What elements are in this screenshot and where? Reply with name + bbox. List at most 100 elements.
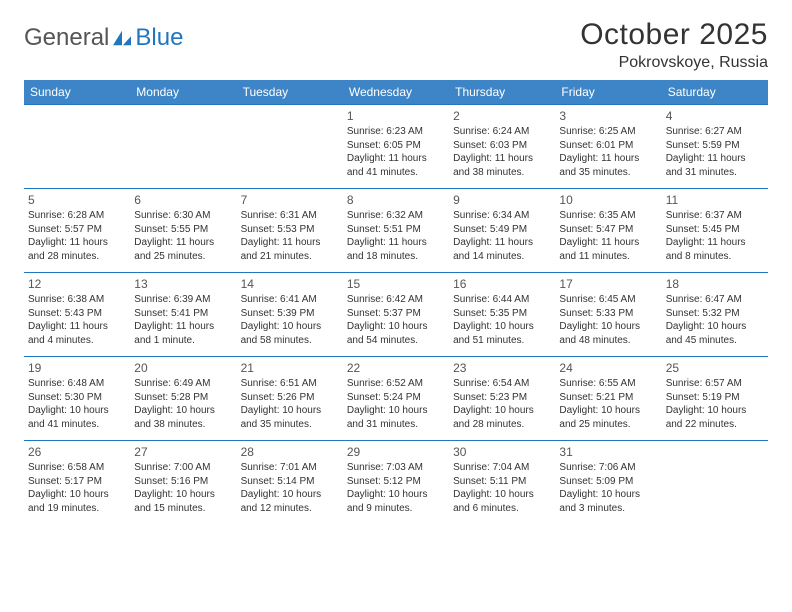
calendar-body: 1Sunrise: 6:23 AMSunset: 6:05 PMDaylight… — [24, 105, 768, 525]
sunset-text: Sunset: 5:53 PM — [241, 223, 339, 237]
calendar-day-cell: 29Sunrise: 7:03 AMSunset: 5:12 PMDayligh… — [343, 441, 449, 525]
weekday-header-row: Sunday Monday Tuesday Wednesday Thursday… — [24, 80, 768, 105]
daylight-text: Daylight: 10 hours and 58 minutes. — [241, 320, 339, 347]
calendar-day-cell: 19Sunrise: 6:48 AMSunset: 5:30 PMDayligh… — [24, 357, 130, 441]
calendar-day-cell: 31Sunrise: 7:06 AMSunset: 5:09 PMDayligh… — [555, 441, 661, 525]
sunrise-text: Sunrise: 6:31 AM — [241, 209, 339, 223]
sunrise-text: Sunrise: 6:27 AM — [666, 125, 764, 139]
daylight-text: Daylight: 10 hours and 12 minutes. — [241, 488, 339, 515]
logo-text-general: General — [24, 24, 109, 52]
sunrise-text: Sunrise: 6:45 AM — [559, 293, 657, 307]
sunrise-text: Sunrise: 7:04 AM — [453, 461, 551, 475]
day-number: 19 — [28, 360, 126, 376]
sunset-text: Sunset: 5:51 PM — [347, 223, 445, 237]
sunset-text: Sunset: 5:16 PM — [134, 475, 232, 489]
weekday-header: Sunday — [24, 80, 130, 105]
daylight-text: Daylight: 11 hours and 8 minutes. — [666, 236, 764, 263]
day-number: 28 — [241, 444, 339, 460]
day-number: 26 — [28, 444, 126, 460]
calendar-day-cell: 24Sunrise: 6:55 AMSunset: 5:21 PMDayligh… — [555, 357, 661, 441]
day-number: 20 — [134, 360, 232, 376]
sunset-text: Sunset: 5:09 PM — [559, 475, 657, 489]
day-number: 16 — [453, 276, 551, 292]
day-number: 25 — [666, 360, 764, 376]
daylight-text: Daylight: 11 hours and 41 minutes. — [347, 152, 445, 179]
daylight-text: Daylight: 10 hours and 22 minutes. — [666, 404, 764, 431]
calendar-day-cell: 1Sunrise: 6:23 AMSunset: 6:05 PMDaylight… — [343, 105, 449, 189]
day-number: 24 — [559, 360, 657, 376]
sunrise-text: Sunrise: 6:28 AM — [28, 209, 126, 223]
sunset-text: Sunset: 5:33 PM — [559, 307, 657, 321]
calendar-day-cell: 8Sunrise: 6:32 AMSunset: 5:51 PMDaylight… — [343, 189, 449, 273]
calendar-day-cell: 20Sunrise: 6:49 AMSunset: 5:28 PMDayligh… — [130, 357, 236, 441]
day-number: 22 — [347, 360, 445, 376]
logo-text-blue: Blue — [135, 24, 183, 52]
daylight-text: Daylight: 11 hours and 21 minutes. — [241, 236, 339, 263]
calendar-day-cell: 15Sunrise: 6:42 AMSunset: 5:37 PMDayligh… — [343, 273, 449, 357]
calendar-day-cell: 30Sunrise: 7:04 AMSunset: 5:11 PMDayligh… — [449, 441, 555, 525]
day-number: 7 — [241, 192, 339, 208]
calendar-day-cell: 22Sunrise: 6:52 AMSunset: 5:24 PMDayligh… — [343, 357, 449, 441]
calendar-day-cell — [662, 441, 768, 525]
sunset-text: Sunset: 6:03 PM — [453, 139, 551, 153]
weekday-header: Thursday — [449, 80, 555, 105]
day-number: 2 — [453, 108, 551, 124]
daylight-text: Daylight: 11 hours and 4 minutes. — [28, 320, 126, 347]
day-number: 13 — [134, 276, 232, 292]
sunset-text: Sunset: 5:49 PM — [453, 223, 551, 237]
logo-sail-icon — [111, 29, 133, 47]
day-number: 6 — [134, 192, 232, 208]
day-number: 12 — [28, 276, 126, 292]
daylight-text: Daylight: 11 hours and 38 minutes. — [453, 152, 551, 179]
daylight-text: Daylight: 10 hours and 3 minutes. — [559, 488, 657, 515]
calendar-day-cell: 13Sunrise: 6:39 AMSunset: 5:41 PMDayligh… — [130, 273, 236, 357]
sunset-text: Sunset: 5:55 PM — [134, 223, 232, 237]
calendar-day-cell — [237, 105, 343, 189]
sunset-text: Sunset: 5:23 PM — [453, 391, 551, 405]
calendar-day-cell: 2Sunrise: 6:24 AMSunset: 6:03 PMDaylight… — [449, 105, 555, 189]
sunrise-text: Sunrise: 6:42 AM — [347, 293, 445, 307]
sunrise-text: Sunrise: 6:34 AM — [453, 209, 551, 223]
day-number: 9 — [453, 192, 551, 208]
weekday-header: Monday — [130, 80, 236, 105]
sunrise-text: Sunrise: 6:32 AM — [347, 209, 445, 223]
calendar-day-cell: 23Sunrise: 6:54 AMSunset: 5:23 PMDayligh… — [449, 357, 555, 441]
sunset-text: Sunset: 5:59 PM — [666, 139, 764, 153]
calendar-table: Sunday Monday Tuesday Wednesday Thursday… — [24, 80, 768, 525]
day-number: 11 — [666, 192, 764, 208]
daylight-text: Daylight: 10 hours and 41 minutes. — [28, 404, 126, 431]
calendar-week-row: 1Sunrise: 6:23 AMSunset: 6:05 PMDaylight… — [24, 105, 768, 189]
day-number: 21 — [241, 360, 339, 376]
calendar-day-cell: 25Sunrise: 6:57 AMSunset: 5:19 PMDayligh… — [662, 357, 768, 441]
sunrise-text: Sunrise: 6:38 AM — [28, 293, 126, 307]
logo: General Blue — [24, 18, 183, 52]
calendar-day-cell — [130, 105, 236, 189]
day-number: 23 — [453, 360, 551, 376]
sunrise-text: Sunrise: 6:30 AM — [134, 209, 232, 223]
daylight-text: Daylight: 11 hours and 25 minutes. — [134, 236, 232, 263]
sunset-text: Sunset: 5:32 PM — [666, 307, 764, 321]
sunrise-text: Sunrise: 6:49 AM — [134, 377, 232, 391]
calendar-week-row: 12Sunrise: 6:38 AMSunset: 5:43 PMDayligh… — [24, 273, 768, 357]
sunrise-text: Sunrise: 6:57 AM — [666, 377, 764, 391]
calendar-day-cell: 11Sunrise: 6:37 AMSunset: 5:45 PMDayligh… — [662, 189, 768, 273]
day-number: 1 — [347, 108, 445, 124]
sunrise-text: Sunrise: 7:06 AM — [559, 461, 657, 475]
title-block: October 2025 Pokrovskoye, Russia — [580, 18, 768, 72]
calendar-week-row: 26Sunrise: 6:58 AMSunset: 5:17 PMDayligh… — [24, 441, 768, 525]
sunrise-text: Sunrise: 7:01 AM — [241, 461, 339, 475]
calendar-day-cell: 3Sunrise: 6:25 AMSunset: 6:01 PMDaylight… — [555, 105, 661, 189]
daylight-text: Daylight: 10 hours and 31 minutes. — [347, 404, 445, 431]
sunset-text: Sunset: 5:47 PM — [559, 223, 657, 237]
sunset-text: Sunset: 5:35 PM — [453, 307, 551, 321]
calendar-day-cell: 7Sunrise: 6:31 AMSunset: 5:53 PMDaylight… — [237, 189, 343, 273]
daylight-text: Daylight: 10 hours and 45 minutes. — [666, 320, 764, 347]
calendar-day-cell: 21Sunrise: 6:51 AMSunset: 5:26 PMDayligh… — [237, 357, 343, 441]
weekday-header: Friday — [555, 80, 661, 105]
daylight-text: Daylight: 10 hours and 38 minutes. — [134, 404, 232, 431]
calendar-week-row: 19Sunrise: 6:48 AMSunset: 5:30 PMDayligh… — [24, 357, 768, 441]
sunrise-text: Sunrise: 6:47 AM — [666, 293, 764, 307]
calendar-day-cell: 17Sunrise: 6:45 AMSunset: 5:33 PMDayligh… — [555, 273, 661, 357]
sunset-text: Sunset: 6:05 PM — [347, 139, 445, 153]
sunrise-text: Sunrise: 6:35 AM — [559, 209, 657, 223]
